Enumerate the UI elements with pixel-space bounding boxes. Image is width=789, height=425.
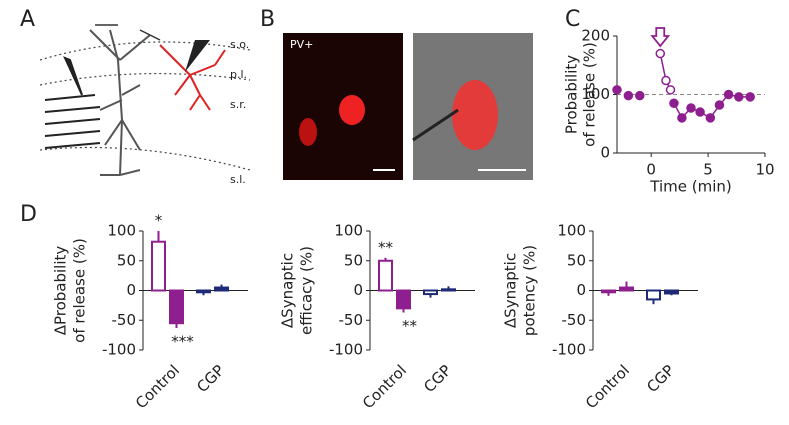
panel-label: B: [260, 7, 275, 32]
bar: [378, 259, 393, 292]
x-axis-label: Time (min): [649, 178, 731, 196]
y-tick-label: -50: [339, 311, 364, 329]
y-tick-label: 0: [126, 281, 136, 299]
bar: [196, 289, 211, 294]
x-tick-label: Control: [359, 361, 410, 412]
y-tick-label: 200: [581, 27, 610, 45]
data-point: [695, 107, 705, 117]
layer-label: s.l.: [230, 173, 246, 186]
y-axis-label: efficacy (%): [298, 246, 316, 335]
data-point: [669, 98, 679, 109]
image-label: PV+: [290, 38, 313, 51]
bar: [619, 286, 634, 292]
layer-label: s.o.: [230, 38, 249, 51]
y-tick-label: -50: [562, 311, 587, 329]
y-tick-label: -50: [112, 311, 137, 329]
y-axis-label: of release (%): [581, 42, 599, 147]
bar: [396, 289, 411, 310]
data-point: [723, 89, 734, 100]
x-tick-label: Control: [132, 361, 183, 412]
data-point: [714, 100, 725, 110]
significance-label: ***: [171, 332, 194, 350]
bar: [441, 288, 456, 292]
y-tick-label: 50: [567, 251, 586, 269]
y-tick-label: -100: [552, 341, 586, 359]
panel-label: D: [20, 202, 37, 227]
significance-label: **: [378, 238, 394, 256]
y-tick-label: -100: [102, 341, 136, 359]
y-tick-label: 100: [107, 222, 136, 240]
data-point: [686, 103, 696, 113]
x-tick-label: Control: [582, 361, 633, 412]
y-tick-label: 100: [557, 222, 586, 240]
data-point: [677, 113, 687, 123]
x-tick-label: 0: [646, 161, 656, 179]
bar: [214, 286, 229, 292]
bar: [423, 289, 438, 296]
y-axis-label: ΔSynaptic: [279, 253, 297, 328]
data-point: [655, 48, 666, 59]
layer-label: s.r.: [230, 98, 246, 111]
y-axis-label: Probability: [563, 55, 581, 134]
micrographs: [283, 33, 533, 180]
data-point: [635, 90, 645, 101]
panel-label: A: [20, 7, 35, 32]
bar: [169, 289, 184, 325]
data-point: [623, 90, 634, 101]
x-tick-label: CGP: [420, 361, 455, 396]
y-tick-label: 50: [117, 251, 136, 269]
bar: [664, 289, 679, 295]
data-point: [734, 92, 744, 102]
x-tick-label: 10: [755, 161, 774, 179]
y-axis-label: potency (%): [521, 245, 539, 336]
data-point: [661, 75, 671, 86]
bar: [151, 240, 166, 292]
y-tick-label: 0: [576, 281, 586, 299]
y-axis-label: ΔProbability: [52, 246, 70, 336]
data-point: [705, 113, 716, 123]
y-tick-label: 100: [334, 222, 363, 240]
layer-label: p.l.: [230, 68, 247, 81]
x-tick-label: CGP: [193, 361, 228, 396]
y-tick-label: 50: [344, 251, 363, 269]
y-tick-label: 100: [581, 85, 610, 103]
data-point: [612, 85, 622, 95]
y-tick-label: 0: [353, 281, 363, 299]
significance-label: **: [402, 317, 418, 335]
x-tick-label: 5: [703, 161, 713, 179]
data-point: [745, 92, 755, 102]
y-axis-label: ΔSynaptic: [502, 253, 520, 328]
y-tick-label: 0: [600, 144, 610, 162]
y-tick-label: -100: [329, 341, 363, 359]
bar: [601, 289, 616, 294]
x-tick-label: CGP: [643, 361, 678, 396]
panel-label: C: [565, 7, 580, 32]
neuron-diagram: [39, 24, 251, 176]
significance-label: *: [155, 212, 163, 230]
y-axis-label: of release (%): [71, 238, 89, 343]
arrow: [650, 27, 671, 48]
data-point: [665, 85, 676, 95]
bar: [646, 289, 661, 301]
